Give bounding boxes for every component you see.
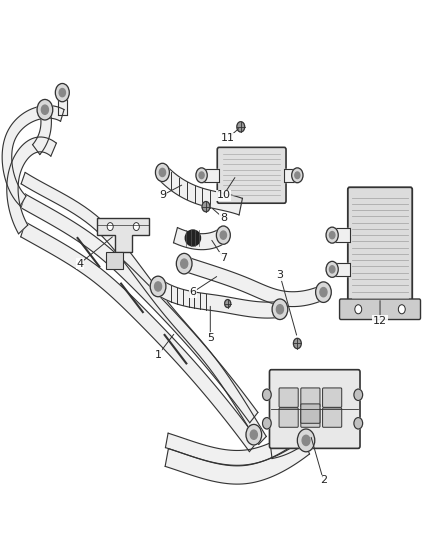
- Text: 8: 8: [220, 213, 227, 223]
- Circle shape: [320, 287, 327, 297]
- Circle shape: [133, 223, 139, 231]
- Circle shape: [237, 122, 245, 132]
- Polygon shape: [21, 222, 258, 451]
- Circle shape: [107, 223, 113, 231]
- Polygon shape: [106, 252, 123, 269]
- Circle shape: [246, 424, 261, 445]
- FancyBboxPatch shape: [322, 388, 342, 407]
- FancyBboxPatch shape: [348, 187, 412, 306]
- Circle shape: [398, 305, 405, 314]
- Circle shape: [355, 305, 362, 314]
- Circle shape: [326, 227, 338, 243]
- Circle shape: [41, 105, 49, 115]
- FancyBboxPatch shape: [322, 408, 342, 427]
- Circle shape: [316, 282, 331, 302]
- Circle shape: [272, 299, 288, 319]
- FancyBboxPatch shape: [339, 299, 420, 319]
- Circle shape: [354, 389, 363, 400]
- Circle shape: [225, 300, 231, 308]
- Polygon shape: [21, 173, 266, 445]
- Text: 6: 6: [189, 287, 196, 297]
- Circle shape: [292, 168, 303, 183]
- Circle shape: [293, 338, 301, 349]
- Circle shape: [329, 266, 335, 273]
- Text: 12: 12: [373, 316, 387, 326]
- Circle shape: [199, 172, 204, 179]
- Polygon shape: [284, 169, 297, 182]
- Circle shape: [155, 282, 162, 291]
- Circle shape: [354, 417, 363, 429]
- Circle shape: [329, 231, 335, 239]
- Circle shape: [262, 417, 271, 429]
- Text: 4: 4: [76, 259, 83, 269]
- Circle shape: [180, 259, 188, 268]
- Circle shape: [295, 172, 300, 179]
- Text: 9: 9: [159, 190, 166, 200]
- Circle shape: [262, 389, 271, 400]
- Polygon shape: [332, 263, 350, 276]
- Polygon shape: [32, 108, 51, 155]
- Circle shape: [159, 168, 166, 176]
- Circle shape: [302, 435, 310, 446]
- Text: 2: 2: [320, 475, 327, 486]
- FancyBboxPatch shape: [269, 370, 360, 448]
- Circle shape: [216, 226, 230, 244]
- Polygon shape: [159, 166, 242, 215]
- Circle shape: [177, 253, 192, 274]
- Text: 3: 3: [276, 270, 283, 280]
- Polygon shape: [332, 228, 350, 242]
- Polygon shape: [183, 256, 325, 306]
- Polygon shape: [21, 194, 258, 423]
- Ellipse shape: [185, 230, 201, 246]
- Circle shape: [155, 163, 170, 182]
- FancyBboxPatch shape: [217, 147, 286, 203]
- Circle shape: [150, 276, 166, 297]
- Polygon shape: [2, 106, 64, 206]
- Polygon shape: [201, 169, 219, 182]
- Text: 11: 11: [221, 133, 235, 143]
- Circle shape: [55, 84, 69, 102]
- Circle shape: [37, 100, 53, 120]
- Circle shape: [196, 168, 207, 183]
- Circle shape: [297, 429, 315, 452]
- Text: 5: 5: [207, 333, 214, 343]
- FancyBboxPatch shape: [301, 408, 320, 427]
- FancyBboxPatch shape: [279, 388, 298, 407]
- Circle shape: [250, 430, 258, 439]
- Text: 7: 7: [220, 253, 227, 263]
- FancyBboxPatch shape: [301, 404, 320, 423]
- Text: 1: 1: [155, 350, 162, 360]
- FancyBboxPatch shape: [279, 408, 298, 427]
- Circle shape: [59, 88, 65, 96]
- Circle shape: [276, 305, 283, 314]
- Polygon shape: [155, 279, 280, 318]
- FancyBboxPatch shape: [301, 388, 320, 407]
- Polygon shape: [165, 438, 310, 484]
- Text: 10: 10: [216, 190, 230, 200]
- Circle shape: [326, 261, 338, 277]
- Polygon shape: [97, 218, 149, 252]
- Circle shape: [202, 201, 210, 212]
- Polygon shape: [173, 228, 226, 249]
- Polygon shape: [270, 429, 309, 458]
- Polygon shape: [7, 137, 57, 234]
- Circle shape: [220, 231, 226, 239]
- Polygon shape: [57, 93, 67, 116]
- Polygon shape: [166, 423, 309, 465]
